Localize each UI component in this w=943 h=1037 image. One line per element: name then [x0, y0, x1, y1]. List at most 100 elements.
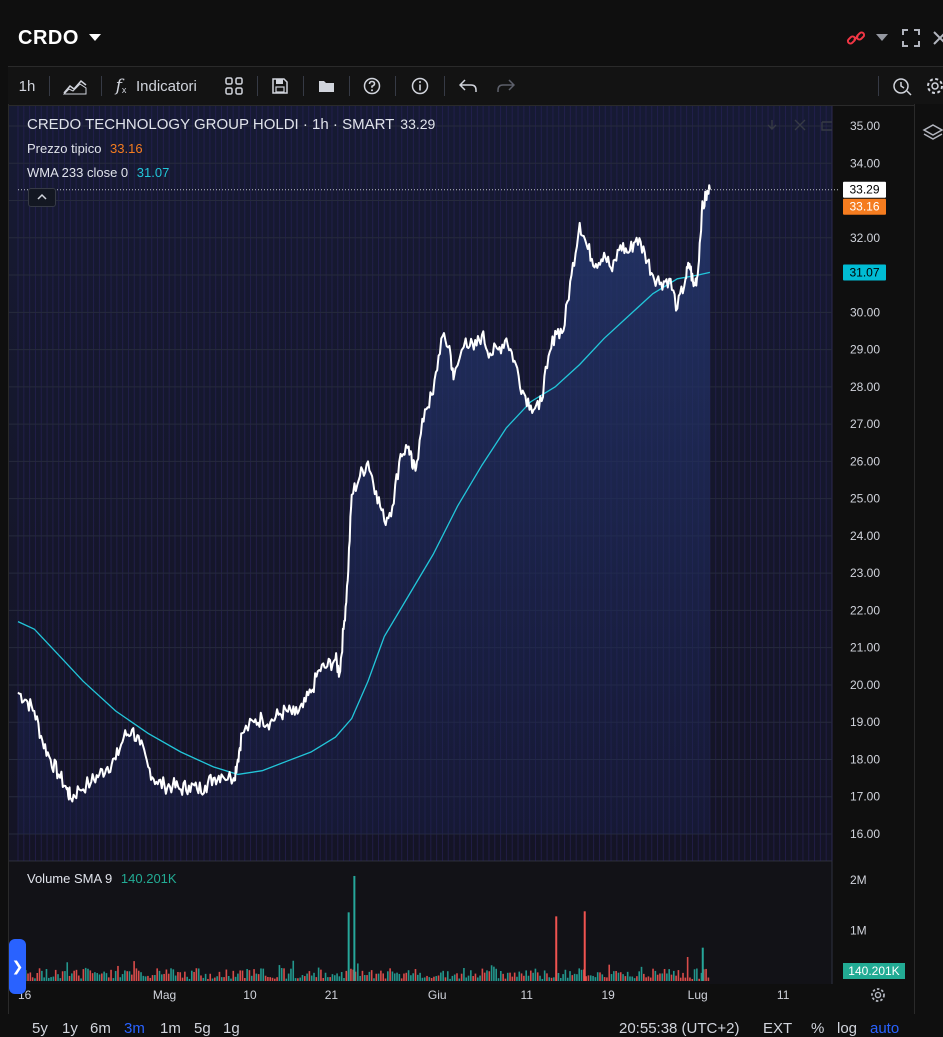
range-button-5y[interactable]: 5y: [32, 1020, 48, 1037]
range-button-3m[interactable]: 3m: [124, 1020, 145, 1037]
price-tick-label: 26.00: [850, 454, 880, 468]
volume-bar: [550, 977, 553, 981]
chevron-down-icon[interactable]: [89, 34, 101, 41]
volume-bar: [684, 977, 687, 981]
range-button-1g[interactable]: 1g: [223, 1020, 240, 1037]
volume-bar: [126, 971, 128, 981]
volume-bar: [580, 969, 583, 981]
volume-bar: [506, 972, 509, 981]
legend-collapse-button[interactable]: [28, 188, 56, 207]
axis-settings-gear-icon[interactable]: [871, 988, 885, 1002]
volume-bar: [557, 972, 560, 981]
undo-icon[interactable]: [454, 67, 482, 105]
price-badge-bg: [843, 198, 886, 215]
chart-frame: [8, 104, 914, 1014]
volume-bar: [327, 977, 329, 981]
price-badge-label: 33.29: [849, 183, 879, 197]
percent-toggle[interactable]: %: [811, 1020, 825, 1037]
volume-bar: [119, 977, 122, 981]
volume-bar: [292, 960, 295, 981]
volume-bar: [290, 968, 292, 981]
fullscreen-icon[interactable]: [902, 29, 920, 47]
volume-bar: [587, 975, 590, 981]
legend-typical-price[interactable]: Prezzo tipico 33.16: [27, 141, 143, 156]
volume-bar: [668, 969, 670, 981]
volume-bar: [698, 978, 700, 981]
time-tick-label: Mag: [153, 988, 176, 1002]
alert-clock-icon[interactable]: [888, 67, 916, 105]
save-icon[interactable]: [266, 67, 294, 105]
volume-bar: [672, 970, 675, 981]
ext-toggle[interactable]: EXT: [763, 1020, 793, 1037]
range-button-5g[interactable]: 5g: [194, 1020, 211, 1037]
volume-bar: [543, 970, 546, 981]
legend-volume[interactable]: Volume SMA 9 140.201K: [27, 871, 177, 886]
legend-wma-value: 31.07: [136, 165, 170, 180]
volume-bar: [615, 971, 617, 981]
volume-bar: [197, 968, 200, 981]
volume-bar: [403, 973, 405, 981]
info-icon[interactable]: [406, 67, 434, 105]
layers-icon[interactable]: [922, 122, 943, 144]
volume-bar: [594, 977, 597, 981]
volume-bar: [573, 973, 576, 981]
volume-bar: [322, 977, 325, 981]
templates-grid-icon[interactable]: [220, 67, 248, 105]
volume-bar: [430, 978, 433, 981]
bottom-bar: [8, 1014, 943, 1036]
volume-bar: [414, 969, 417, 981]
interval-button[interactable]: 1h: [18, 77, 36, 95]
volume-tick-label: 1M: [850, 924, 867, 938]
volume-bar: [624, 976, 627, 981]
legend-last-price: 33.29: [400, 116, 436, 132]
time-tick-label: Giu: [428, 988, 447, 1002]
volume-bar: [631, 976, 634, 981]
indicators-button[interactable]: Indicatori: [136, 77, 197, 95]
volume-bar: [536, 972, 539, 981]
volume-bar: [682, 972, 684, 981]
volume-bar: [361, 970, 364, 981]
volume-bar: [278, 965, 281, 981]
range-button-1m[interactable]: 1m: [160, 1020, 181, 1037]
price-axis-ticks: 35.0034.0032.0031.0030.0029.0028.0027.00…: [850, 119, 880, 841]
link-menu-chevron-icon[interactable]: [876, 34, 888, 41]
volume-bar: [209, 973, 212, 981]
range-button-6m[interactable]: 6m: [90, 1020, 111, 1037]
volume-bar-peak: [701, 947, 704, 981]
legend-typical-label: Prezzo tipico: [27, 141, 102, 156]
chart-style-icon[interactable]: [58, 67, 92, 105]
legend-title[interactable]: CREDO TECHNOLOGY GROUP HOLDI · 1h · SMAR…: [27, 116, 435, 133]
expand-panel-button[interactable]: ❯: [9, 939, 26, 994]
volume-bar: [613, 971, 615, 981]
close-icon[interactable]: [932, 29, 943, 47]
price-tick-label: 30.00: [850, 305, 880, 319]
volume-bar: [211, 978, 214, 981]
volume-bar: [380, 970, 382, 981]
auto-toggle[interactable]: auto: [870, 1020, 900, 1037]
help-icon[interactable]: [358, 67, 386, 105]
time-tick-label: Lug: [688, 988, 708, 1002]
clock-readout[interactable]: 20:55:38 (UTC+2): [619, 1020, 740, 1037]
volume-bar: [214, 977, 216, 981]
folder-icon[interactable]: [312, 67, 340, 105]
range-button-1y[interactable]: 1y: [62, 1020, 78, 1037]
volume-bar: [57, 974, 59, 981]
volume-bar: [645, 977, 647, 981]
volume-bar: [68, 975, 71, 981]
volume-bar: [666, 973, 668, 981]
volume-bar: [377, 973, 380, 981]
volume-bar: [354, 971, 357, 981]
volume-bar: [451, 975, 454, 981]
legend-wma[interactable]: WMA 233 close 0 31.07: [27, 165, 169, 180]
volume-bar: [571, 975, 574, 981]
link-icon[interactable]: [846, 28, 866, 48]
volume-bar: [516, 976, 518, 981]
redo-icon[interactable]: [492, 67, 520, 105]
log-toggle[interactable]: log: [837, 1020, 858, 1037]
symbol-name[interactable]: CRDO: [18, 27, 79, 49]
volume-bar: [188, 978, 191, 981]
price-tick-label: 34.00: [850, 156, 880, 170]
settings-gear-icon[interactable]: [924, 67, 943, 105]
